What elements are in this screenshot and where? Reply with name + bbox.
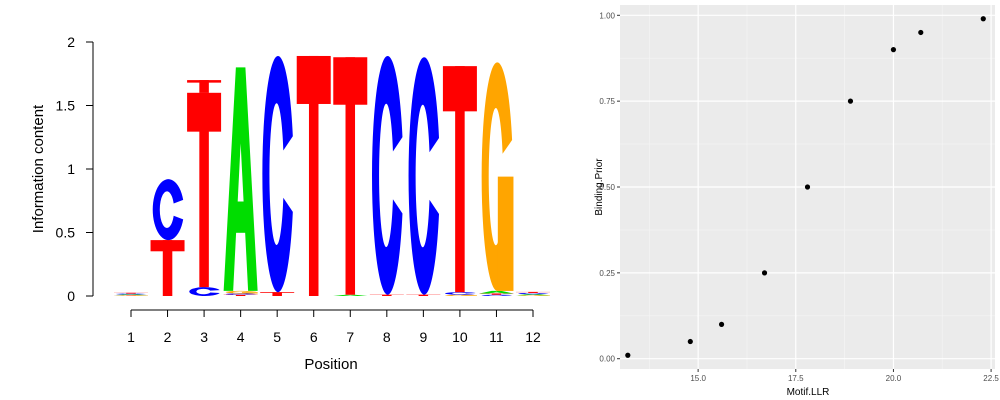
y-axis-label: Binding.Prior: [594, 158, 605, 216]
x-tick-label: 3: [200, 329, 208, 345]
y-axis-ticks: 0.00 0.25 0.50 0.75 1.00: [599, 11, 620, 364]
scatter-point: [804, 184, 811, 190]
logo-letter-c: [152, 179, 184, 241]
y-axis-ticks: 0 0.5 1 1.5 2: [56, 34, 93, 304]
scatter-point: [918, 29, 924, 36]
logo-letter-a: [223, 67, 258, 291]
x-tick-label: 22.5: [983, 374, 999, 383]
logo-letter-t: [296, 55, 331, 296]
logo-letter-g: [481, 62, 514, 291]
logo-letter-c: [116, 293, 147, 295]
logo-letter-a: [516, 294, 550, 296]
logo-letter-t: [406, 294, 441, 296]
y-tick-label: 0.75: [599, 97, 615, 106]
x-tick-label: 9: [419, 329, 427, 345]
y-tick-label: 2: [67, 34, 75, 50]
scatter-point: [718, 321, 725, 327]
scatter-point: [625, 352, 631, 358]
logo-letter-t: [260, 292, 295, 296]
x-axis-label: Position: [304, 356, 357, 373]
y-tick-label: 1: [67, 161, 75, 177]
logo-letter-c: [445, 292, 476, 295]
logo-letter-g: [445, 294, 477, 296]
x-axis-ticks: 15.0 17.5 20.0 22.5: [690, 369, 999, 383]
y-tick-label: 0.50: [599, 183, 615, 192]
x-tick-label: 12: [525, 329, 541, 345]
y-tick-label: 0.25: [599, 269, 615, 278]
x-tick-label: 17.5: [788, 374, 804, 383]
x-tick-label: 2: [164, 329, 172, 345]
scatter-point: [890, 47, 897, 53]
logo-letter-c: [408, 57, 440, 295]
logo-letter-c: [518, 292, 549, 295]
logo-letter-g: [225, 290, 258, 294]
logo-letter-t: [187, 92, 222, 288]
scatter-point: [980, 16, 986, 22]
sequence-logo-chart: 00.511.52 1 2 3 4 5 6 7 8 9 10 11 12 Position Infor…: [30, 34, 550, 373]
scatter-point: [761, 270, 768, 276]
x-tick-label: 6: [310, 329, 318, 345]
x-axis-label: Motif.LLR: [787, 387, 830, 398]
logo-letter-c: [189, 287, 220, 296]
x-tick-label: 7: [346, 329, 354, 345]
y-tick-label: 0.00: [599, 355, 615, 364]
x-tick-label: 10: [452, 329, 468, 345]
logo-letter-t: [150, 240, 185, 296]
logo-letter-a: [114, 294, 148, 296]
x-axis-ticks: 1 2 3 4 5 6 7 8 9 10 11 12: [127, 310, 541, 345]
y-axis-label: Information content: [30, 104, 47, 233]
grid-lines: [620, 5, 995, 369]
data-points: [625, 16, 986, 358]
y-tick-label: 1.00: [599, 11, 615, 20]
logo-letter-c: [262, 55, 293, 293]
logo-letter-t: [516, 291, 550, 293]
logo-letter-c: [372, 55, 403, 295]
x-tick-label: 15.0: [690, 374, 706, 383]
logo-letter-t: [114, 292, 148, 294]
x-tick-label: 8: [383, 329, 391, 345]
logo-letters: [114, 55, 550, 296]
logo-letter-a: [479, 290, 514, 294]
logo-letter-a: [333, 294, 368, 296]
y-tick-label: 0: [67, 288, 75, 304]
x-tick-label: 11: [489, 329, 504, 345]
logo-letter-c: [225, 293, 257, 295]
x-tick-label: 20.0: [886, 374, 902, 383]
logo-letter-g: [518, 295, 550, 296]
y-tick-label: 1.5: [56, 98, 76, 114]
scatter-point: [847, 98, 854, 104]
logo-letter-t: [479, 293, 514, 295]
x-tick-label: 4: [237, 329, 245, 345]
logo-letter-g: [116, 295, 148, 296]
logo-letter-t: [223, 294, 258, 296]
logo-letter-t: [333, 57, 368, 295]
x-tick-label: 5: [273, 329, 281, 345]
scatter-point: [687, 338, 693, 345]
logo-letter-t: [369, 294, 404, 296]
logo-letter-t: [442, 66, 477, 293]
x-tick-label: 1: [127, 329, 135, 345]
y-tick-label: 0.5: [56, 225, 76, 241]
scatter-chart: 0.00 0.25 0.50 0.75 1.00 15.0 17.5 20.0 22.5 Mo…: [594, 5, 999, 398]
logo-letter-c: [481, 294, 513, 296]
logo-letter-t: [187, 80, 222, 93]
